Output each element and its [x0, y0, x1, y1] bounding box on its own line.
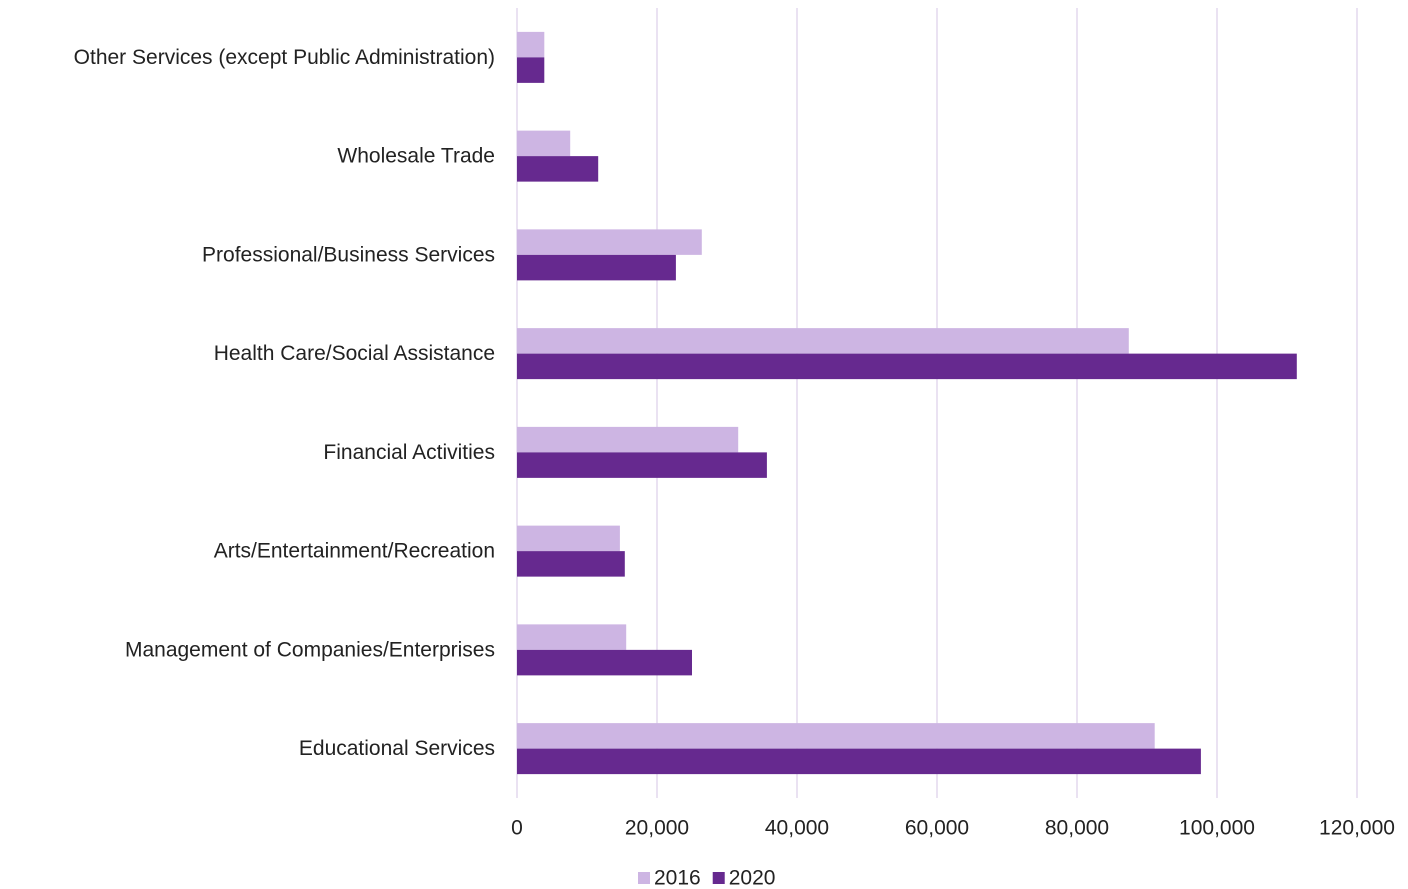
bar — [517, 624, 627, 650]
bar — [517, 525, 620, 552]
bar — [517, 57, 545, 83]
y-tick-label: Financial Activities — [323, 441, 495, 464]
legend-label: 2020 — [729, 867, 776, 889]
bar — [517, 748, 1201, 775]
bar — [517, 254, 676, 281]
y-tick-label: Health Care/Social Assistance — [214, 342, 495, 365]
y-tick-label: Arts/Entertainment/Recreation — [214, 540, 495, 563]
bar — [517, 452, 767, 478]
bar — [517, 426, 739, 453]
bar — [517, 328, 1129, 354]
x-tick-label: 40,000 — [765, 817, 829, 840]
legend-swatch — [712, 872, 725, 884]
x-tick-label: 120,000 — [1319, 817, 1395, 840]
y-tick-label: Wholesale Trade — [337, 145, 495, 168]
y-tick-label: Educational Services — [299, 737, 495, 760]
bar — [517, 130, 571, 157]
bar — [517, 31, 545, 58]
y-tick-label: Professional/Business Services — [202, 243, 495, 266]
legend-label: 2016 — [654, 867, 701, 889]
x-tick-label: 100,000 — [1179, 817, 1255, 840]
x-tick-label: 60,000 — [905, 817, 969, 840]
x-tick-label: 0 — [511, 817, 523, 840]
bar — [517, 156, 599, 182]
y-tick-label: Other Services (except Public Administra… — [74, 46, 495, 69]
x-tick-label: 80,000 — [1045, 817, 1109, 840]
x-tick-label: 20,000 — [625, 817, 689, 840]
bar — [517, 353, 1297, 380]
bar — [517, 723, 1155, 749]
bar — [517, 649, 692, 676]
bar — [517, 229, 702, 255]
bar — [517, 551, 625, 577]
legend-swatch — [638, 872, 650, 884]
y-tick-label: Management of Companies/Enterprises — [125, 638, 495, 661]
